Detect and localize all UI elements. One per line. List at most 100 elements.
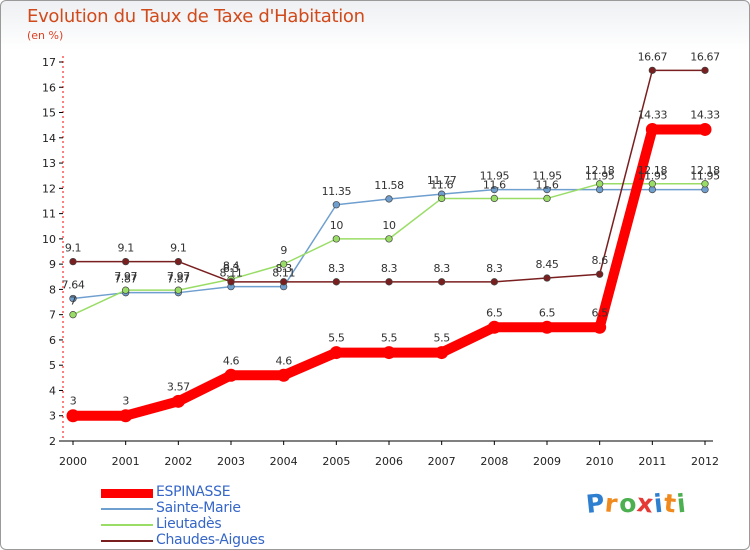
data-label: 12.18	[638, 164, 668, 177]
data-point	[224, 368, 238, 382]
data-label: 11.35	[322, 185, 352, 198]
data-label: 7.87	[114, 273, 137, 286]
data-point	[648, 66, 656, 74]
data-point	[490, 194, 498, 203]
x-tick-label: 2000	[59, 455, 87, 468]
data-label: 8.11	[272, 267, 295, 280]
data-label: 11.58	[374, 179, 404, 192]
data-point	[122, 286, 130, 294]
y-tick-label: 17	[42, 56, 56, 69]
data-label: 11.77	[427, 174, 457, 187]
y-tick-label: 7	[49, 309, 56, 322]
data-label: 16.67	[690, 50, 720, 63]
y-tick-label: 10	[42, 233, 56, 246]
data-label: 3.57	[167, 380, 190, 393]
data-point	[277, 368, 291, 382]
data-label: 8.3	[381, 262, 398, 275]
data-label: 4.6	[276, 354, 293, 367]
data-point	[648, 180, 656, 188]
data-point	[69, 311, 77, 319]
data-label: 3	[70, 395, 77, 408]
data-label: 7.97	[114, 270, 137, 283]
data-label: 12.18	[690, 164, 720, 177]
x-tick-label: 2005	[322, 455, 350, 468]
data-label: 11.95	[690, 170, 720, 183]
legend-label: Lieutadès	[156, 516, 222, 532]
data-point	[385, 278, 393, 286]
data-point	[66, 409, 80, 423]
data-label: 9.1	[118, 242, 134, 255]
legend-swatch	[101, 488, 153, 498]
data-point	[438, 194, 446, 203]
x-tick-label: 2011	[638, 455, 666, 468]
data-point	[540, 320, 554, 334]
data-label: 9.1	[65, 242, 81, 255]
data-label: 7.87	[167, 273, 190, 286]
data-point	[543, 194, 551, 203]
y-tick-label: 6	[49, 334, 56, 347]
proxiti-logo: Proxiti	[585, 488, 688, 519]
data-point	[385, 195, 393, 203]
data-label: 8.6	[592, 254, 609, 267]
legend-label: Sainte-Marie	[156, 500, 241, 516]
data-label: 8.45	[536, 258, 559, 271]
legend-swatch	[101, 524, 153, 526]
data-label: 10	[382, 219, 396, 232]
data-label: 5.5	[381, 332, 398, 345]
data-label: 16.67	[638, 50, 668, 63]
x-tick-label: 2003	[217, 455, 245, 468]
unit-label: (en %)	[27, 29, 64, 42]
data-point	[329, 346, 343, 360]
data-label: 8.3	[328, 262, 345, 275]
y-tick-label: 4	[49, 384, 56, 397]
chart-title: Evolution du Taux de Taxe d'Habitation	[27, 6, 365, 27]
data-point	[645, 122, 659, 136]
y-tick-label: 14	[42, 132, 56, 145]
data-point	[332, 278, 340, 286]
data-label: 5.5	[434, 332, 451, 345]
x-tick-label: 2006	[375, 455, 403, 468]
data-label: 8.3	[223, 262, 240, 275]
data-point	[701, 180, 709, 188]
data-label: 8.4	[223, 259, 240, 272]
data-point	[332, 201, 340, 209]
data-label: 5.5	[328, 332, 345, 345]
logo-letter: i	[675, 488, 688, 519]
x-tick-label: 2004	[270, 455, 298, 468]
data-label: 7.97	[167, 270, 190, 283]
data-label: 8.3	[276, 262, 293, 275]
y-tick-label: 15	[42, 107, 56, 120]
data-point	[69, 294, 77, 303]
data-label: 8.11	[220, 267, 243, 280]
legend-swatch	[101, 508, 153, 510]
data-label: 8.3	[486, 262, 503, 275]
data-label: 9.1	[170, 242, 186, 255]
legend-label: ESPINASSE	[156, 484, 231, 500]
y-tick-label: 11	[42, 208, 56, 221]
data-point	[490, 278, 498, 286]
legend-label: Chaudes-Aigues	[156, 532, 265, 548]
data-point	[174, 257, 182, 266]
data-label: 4.6	[223, 354, 240, 367]
data-label: 6.5	[539, 306, 556, 319]
x-tick-label: 2008	[480, 455, 508, 468]
data-point	[593, 320, 607, 334]
data-point	[438, 278, 446, 286]
data-label: 3	[122, 395, 129, 408]
data-label: 10	[330, 219, 344, 232]
x-tick-label: 2012	[691, 455, 719, 468]
data-label: 9	[280, 244, 287, 257]
data-label: 12.18	[585, 164, 615, 177]
data-point	[490, 185, 498, 194]
data-label: 8.3	[434, 262, 451, 275]
y-tick-label: 13	[42, 157, 56, 170]
data-label: 7	[70, 295, 77, 308]
data-point	[227, 278, 235, 286]
y-tick-label: 3	[49, 410, 56, 423]
y-tick-label: 2	[49, 435, 56, 448]
data-point	[280, 260, 288, 268]
data-point	[487, 320, 501, 334]
data-label: 6.5	[486, 306, 503, 319]
